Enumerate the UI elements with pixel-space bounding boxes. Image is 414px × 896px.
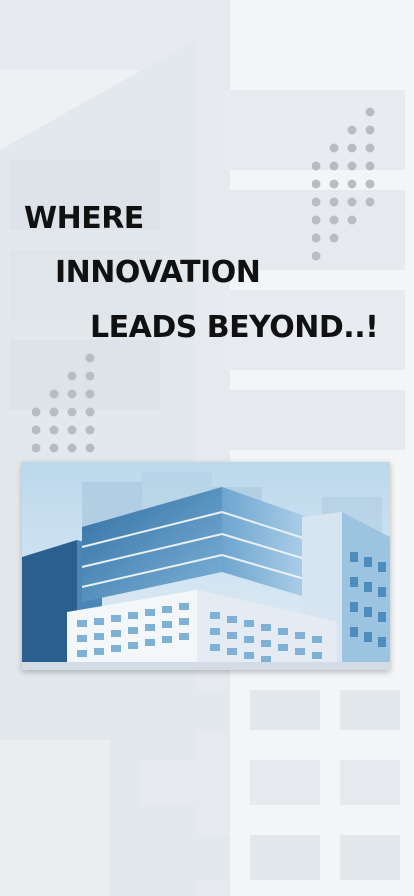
- headline-line-2: INNOVATION: [55, 255, 261, 290]
- dot-pattern-left-icon: [32, 353, 95, 453]
- office-building-illustration: [22, 462, 390, 670]
- dot-pattern-top-icon: [312, 107, 375, 261]
- headline-line-1: WHERE: [24, 201, 144, 236]
- headline-line-3: LEADS BEYOND..!: [90, 310, 379, 345]
